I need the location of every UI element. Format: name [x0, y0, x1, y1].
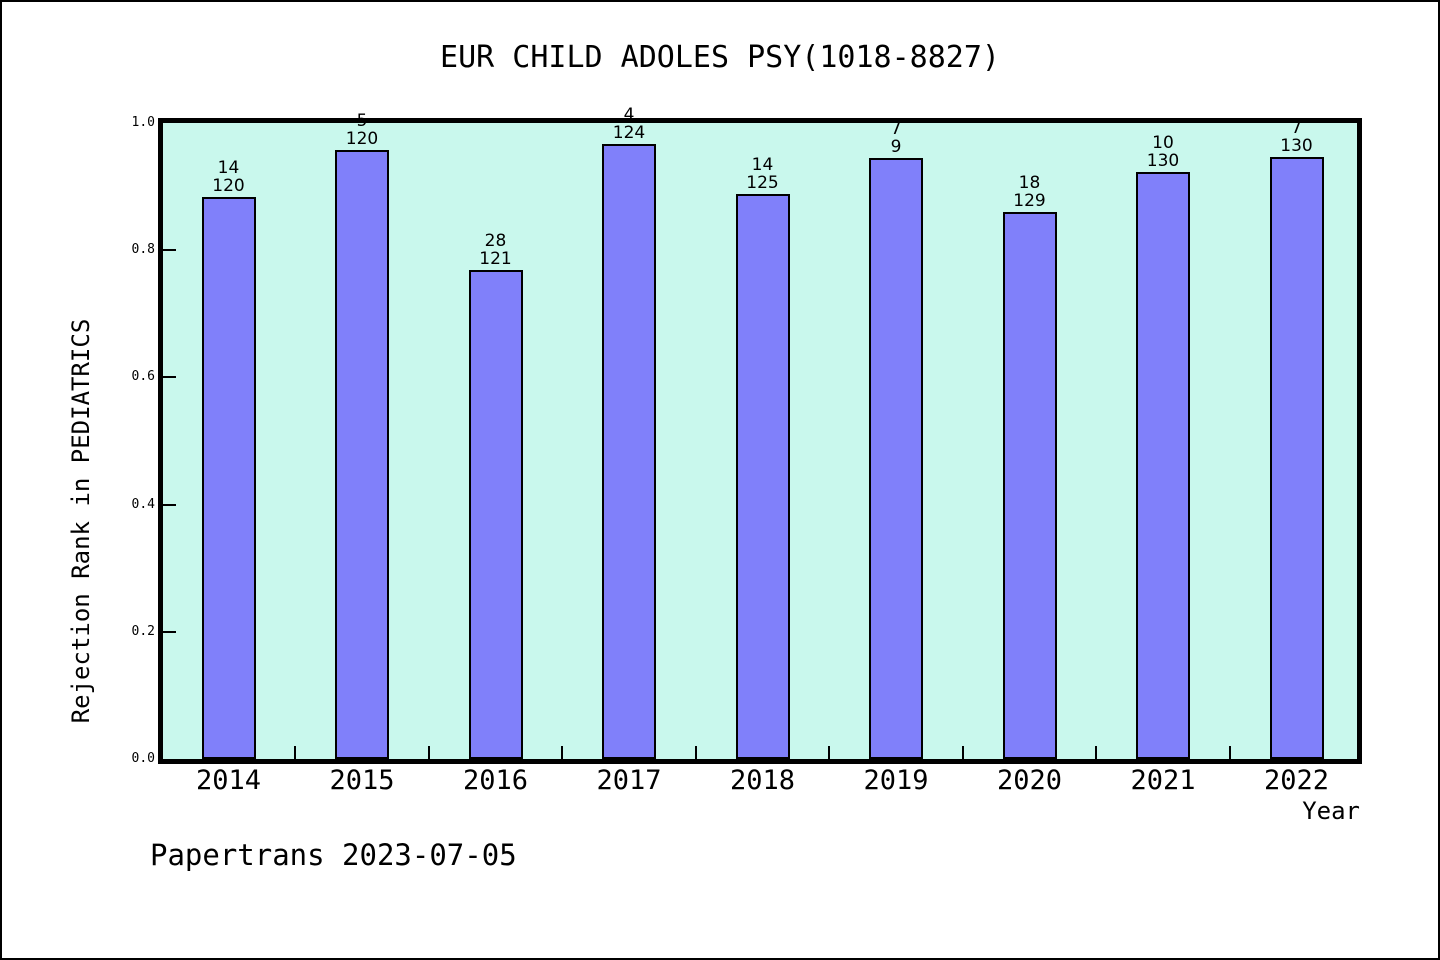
- x-tick-label-2017: 2017: [596, 765, 662, 796]
- x-minor-tick: [427, 746, 430, 759]
- bar-value-label-2016: 28 121: [436, 232, 556, 268]
- bar-rank-label: 7: [890, 119, 902, 139]
- bar-rank-label: 5: [356, 111, 368, 131]
- bar-rank-label: 14: [751, 155, 774, 175]
- x-tick-label-2014: 2014: [195, 765, 262, 796]
- y-tick: [163, 503, 176, 506]
- bar-total-label: 9: [890, 137, 902, 157]
- x-minor-tick: [828, 746, 831, 759]
- bar-rank-label: 18: [1018, 173, 1041, 193]
- x-axis-title: Year: [1302, 797, 1360, 825]
- bar-2019: [869, 158, 923, 759]
- bar-2017: [602, 144, 656, 759]
- x-tick-label-2020: 2020: [996, 765, 1063, 796]
- y-tick-label-0.4: 0.4: [131, 496, 155, 512]
- bar-value-label-2017: 4 124: [569, 106, 689, 142]
- y-tick-label-0.0: 0.0: [131, 751, 155, 766]
- x-minor-tick: [1095, 746, 1098, 759]
- bar-2021: [1136, 172, 1190, 759]
- y-tick: [163, 630, 176, 633]
- chart-title: EUR CHILD ADOLES PSY(1018-8827): [440, 40, 1000, 75]
- x-minor-tick: [561, 746, 564, 759]
- y-tick: [163, 376, 176, 379]
- x-tick-label-2022: 2022: [1263, 765, 1330, 796]
- footer-note: Papertrans 2023-07-05: [150, 838, 517, 872]
- plot-area: 14 120 5 120 28 121 4 124 14 125 7 9 18 129 10 130 7 130: [163, 106, 1357, 759]
- bar-rank-label: 14: [217, 158, 240, 178]
- x-minor-tick: [961, 746, 964, 759]
- bar-total-label: 125: [746, 173, 779, 193]
- x-tick-label-2015: 2015: [329, 765, 395, 796]
- bar-total-label: 130: [1280, 136, 1313, 156]
- bar-value-label-2015: 5 120: [302, 112, 422, 148]
- bar-2018: [735, 194, 790, 759]
- y-tick-label-0.2: 0.2: [131, 623, 155, 639]
- bar-total-label: 124: [612, 123, 646, 143]
- bar-2022: [1269, 157, 1324, 759]
- bar-2016: [468, 270, 523, 759]
- bar-value-label-2018: 14 125: [703, 156, 823, 192]
- y-tick: [163, 249, 176, 252]
- x-tick-label-2021: 2021: [1130, 765, 1196, 796]
- y-axis-title: Rejection Rank in PEDIATRICS: [67, 318, 95, 724]
- bar-value-label-2022: 7 130: [1237, 119, 1357, 155]
- bar-rank-label: 28: [484, 231, 507, 251]
- bar-total-label: 121: [479, 249, 512, 269]
- y-tick-label-0.6: 0.6: [131, 369, 155, 385]
- bar-value-label-2020: 18 129: [970, 174, 1090, 210]
- bar-value-label-2021: 10 130: [1103, 134, 1223, 170]
- bar-rank-label: 4: [623, 105, 635, 125]
- bar-total-label: 120: [345, 129, 379, 149]
- bar-total-label: 130: [1146, 151, 1180, 171]
- bar-rank-label: 10: [1152, 133, 1174, 153]
- bar-2014: [201, 197, 256, 759]
- bar-2020: [1002, 212, 1057, 759]
- x-tick-label-2019: 2019: [863, 765, 929, 796]
- x-minor-tick: [1228, 746, 1231, 759]
- bar-total-label: 120: [212, 176, 245, 196]
- bar-rank-label: 7: [1291, 118, 1302, 138]
- x-tick-label-2016: 2016: [462, 765, 529, 796]
- bar-2015: [335, 150, 389, 759]
- x-minor-tick: [294, 746, 297, 759]
- x-tick-label-2018: 2018: [729, 765, 796, 796]
- y-tick-label-0.8: 0.8: [131, 242, 155, 258]
- y-tick-label-1.0: 1.0: [131, 115, 155, 130]
- x-minor-tick: [694, 746, 697, 759]
- bar-total-label: 129: [1013, 191, 1046, 211]
- bar-value-label-2014: 14 120: [169, 159, 289, 195]
